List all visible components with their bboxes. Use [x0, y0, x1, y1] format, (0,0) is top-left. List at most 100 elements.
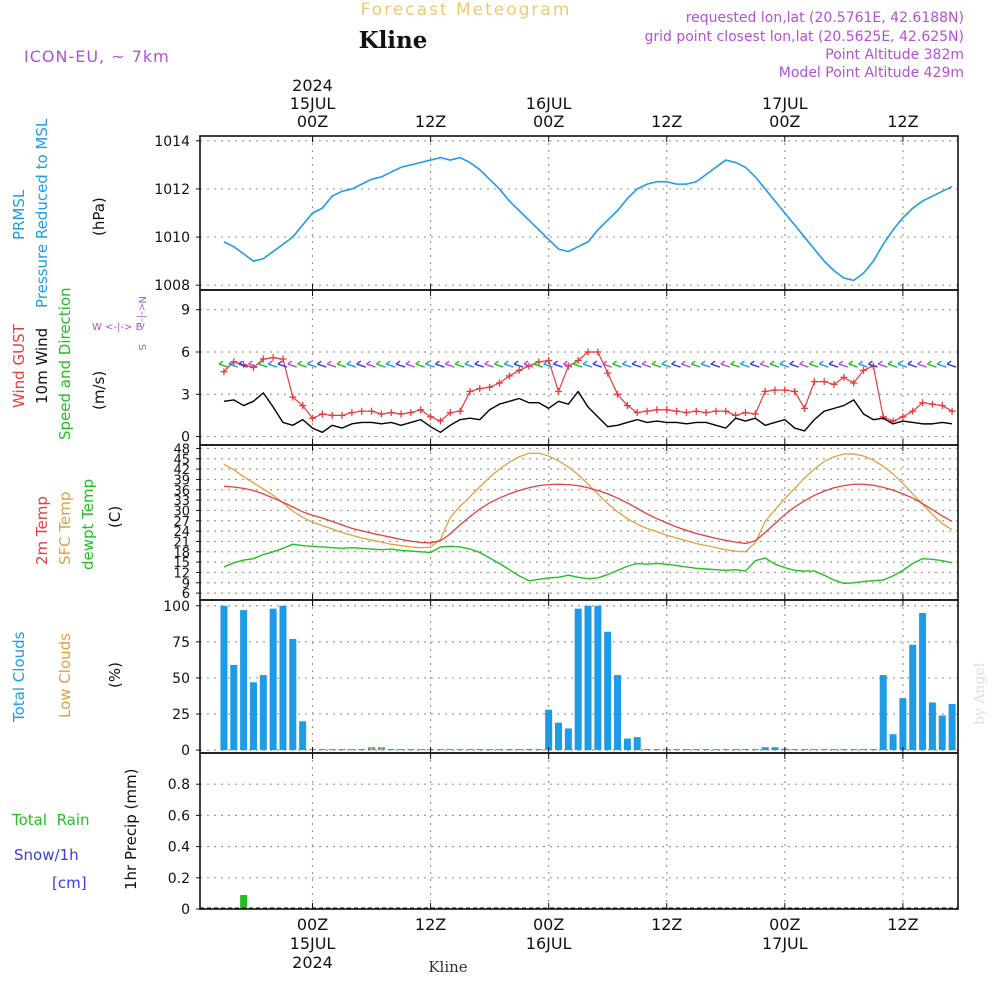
- cloud-bar: [604, 631, 612, 751]
- cloud-bar: [673, 749, 681, 751]
- y-tick-label: 0: [181, 430, 190, 446]
- wind-arrow: [366, 363, 376, 368]
- wind-arrow: [553, 360, 558, 365]
- cloud-bar: [545, 709, 553, 751]
- cloud-bar: [702, 749, 710, 751]
- wind-arrow: [818, 363, 829, 368]
- cloud-bar: [466, 749, 474, 751]
- wind-arrow: [858, 360, 863, 365]
- cloud-bar: [574, 608, 582, 751]
- wind-arrow: [238, 360, 244, 365]
- wind-arrow: [474, 363, 485, 368]
- cloud-bar: [594, 605, 602, 751]
- cloud-bar: [446, 749, 454, 751]
- y-tick-label: 1012: [154, 182, 190, 198]
- wind-arrow: [818, 360, 824, 365]
- wind-arrow: [848, 360, 854, 365]
- wind-arrow: [385, 363, 396, 368]
- wind-arrow: [562, 360, 568, 365]
- wind-arrow: [700, 360, 706, 365]
- wind-arrow: [690, 360, 696, 365]
- panel-frame: [199, 289, 959, 446]
- wind-arrow: [267, 360, 273, 365]
- cloud-bar: [249, 682, 257, 751]
- cloud-bar: [830, 749, 838, 751]
- cloud-bar: [318, 749, 326, 751]
- bottom-time-label: 00Z: [769, 915, 800, 934]
- wind-arrow: [523, 360, 529, 365]
- wind-arrow: [809, 363, 819, 368]
- top-time-label: 12Z: [415, 112, 446, 131]
- cloud-bar: [889, 734, 897, 751]
- y-tick-label: 39: [173, 473, 190, 488]
- cloud-bar: [436, 749, 444, 751]
- cloud-bar: [407, 749, 415, 751]
- wind-arrow: [897, 360, 903, 365]
- wind-arrow: [484, 360, 490, 365]
- wind-arrow: [691, 363, 701, 368]
- cloud-bar: [948, 703, 956, 751]
- wind-arrow: [740, 363, 750, 368]
- cloud-bar: [614, 675, 622, 751]
- y-tick-label: 100: [163, 599, 190, 615]
- y-tick-label: 12: [173, 566, 190, 581]
- top-time-label: 16JUL: [526, 94, 572, 113]
- snow-unit: [cm]: [52, 874, 87, 892]
- wind-arrow: [376, 363, 386, 368]
- wind-arrow: [336, 363, 347, 368]
- cloud-bar: [850, 749, 858, 751]
- top-time-label: 00Z: [769, 112, 800, 131]
- wind-arrow: [651, 360, 657, 365]
- wind-arrow: [848, 363, 858, 368]
- y-tick-label: 6: [181, 345, 190, 361]
- wind-line: [223, 390, 953, 434]
- wind-arrow: [563, 363, 573, 368]
- wind-arrow: [936, 360, 942, 365]
- sfc-label: SFC Temp: [56, 492, 74, 565]
- wind-arrow: [454, 363, 465, 368]
- wind-arrow: [415, 363, 425, 368]
- cloud-bar: [515, 749, 523, 751]
- cloud-bar: [358, 749, 366, 751]
- wind-arrow: [661, 363, 671, 368]
- wind-arrow: [504, 363, 514, 368]
- cloud-bar: [299, 721, 307, 751]
- pressure-label-2: Pressure Reduced to MSL: [33, 118, 51, 308]
- wind-arrow: [799, 363, 809, 368]
- top-time-label: 00Z: [533, 112, 564, 131]
- cloud-bar: [712, 749, 720, 751]
- pressure-unit: (hPa): [90, 197, 108, 236]
- wind-arrow: [543, 363, 553, 368]
- wind-arrow: [612, 360, 617, 365]
- wind-arrow: [297, 360, 303, 365]
- wind-arrow: [405, 363, 416, 368]
- top-time-label: 15JUL: [290, 94, 336, 113]
- bottom-time-label: 2024: [292, 953, 333, 972]
- cloud-bar: [289, 638, 297, 751]
- y-tick-label: 33: [173, 494, 190, 509]
- cloud-bar: [869, 749, 877, 751]
- wind-arrow: [779, 363, 790, 368]
- wind-arrow: [710, 360, 716, 365]
- compass-ew: W <-|-> E: [92, 322, 142, 333]
- wind-arrow: [749, 360, 755, 365]
- cloud-bar: [220, 605, 228, 751]
- cloud-bar: [722, 749, 730, 751]
- cloud-bar: [623, 738, 631, 751]
- wind-arrow: [621, 360, 627, 365]
- bottom-time-label: 00Z: [533, 915, 564, 934]
- cloud-bar: [230, 664, 238, 751]
- cloud-bar: [692, 749, 700, 751]
- wind-arrow: [425, 363, 435, 368]
- wind-arrow: [405, 360, 411, 365]
- cloud-bar: [751, 749, 759, 751]
- wind-arrow: [395, 363, 406, 368]
- pressure-line: [223, 156, 953, 282]
- wind-arrow: [582, 363, 593, 368]
- cloud-bar: [495, 749, 503, 751]
- y-tick-label: 48: [173, 442, 190, 457]
- wind-arrow: [671, 360, 677, 365]
- y-tick-label: 0: [181, 902, 190, 918]
- cloud-bar: [791, 749, 799, 751]
- wind-arrow: [700, 363, 711, 368]
